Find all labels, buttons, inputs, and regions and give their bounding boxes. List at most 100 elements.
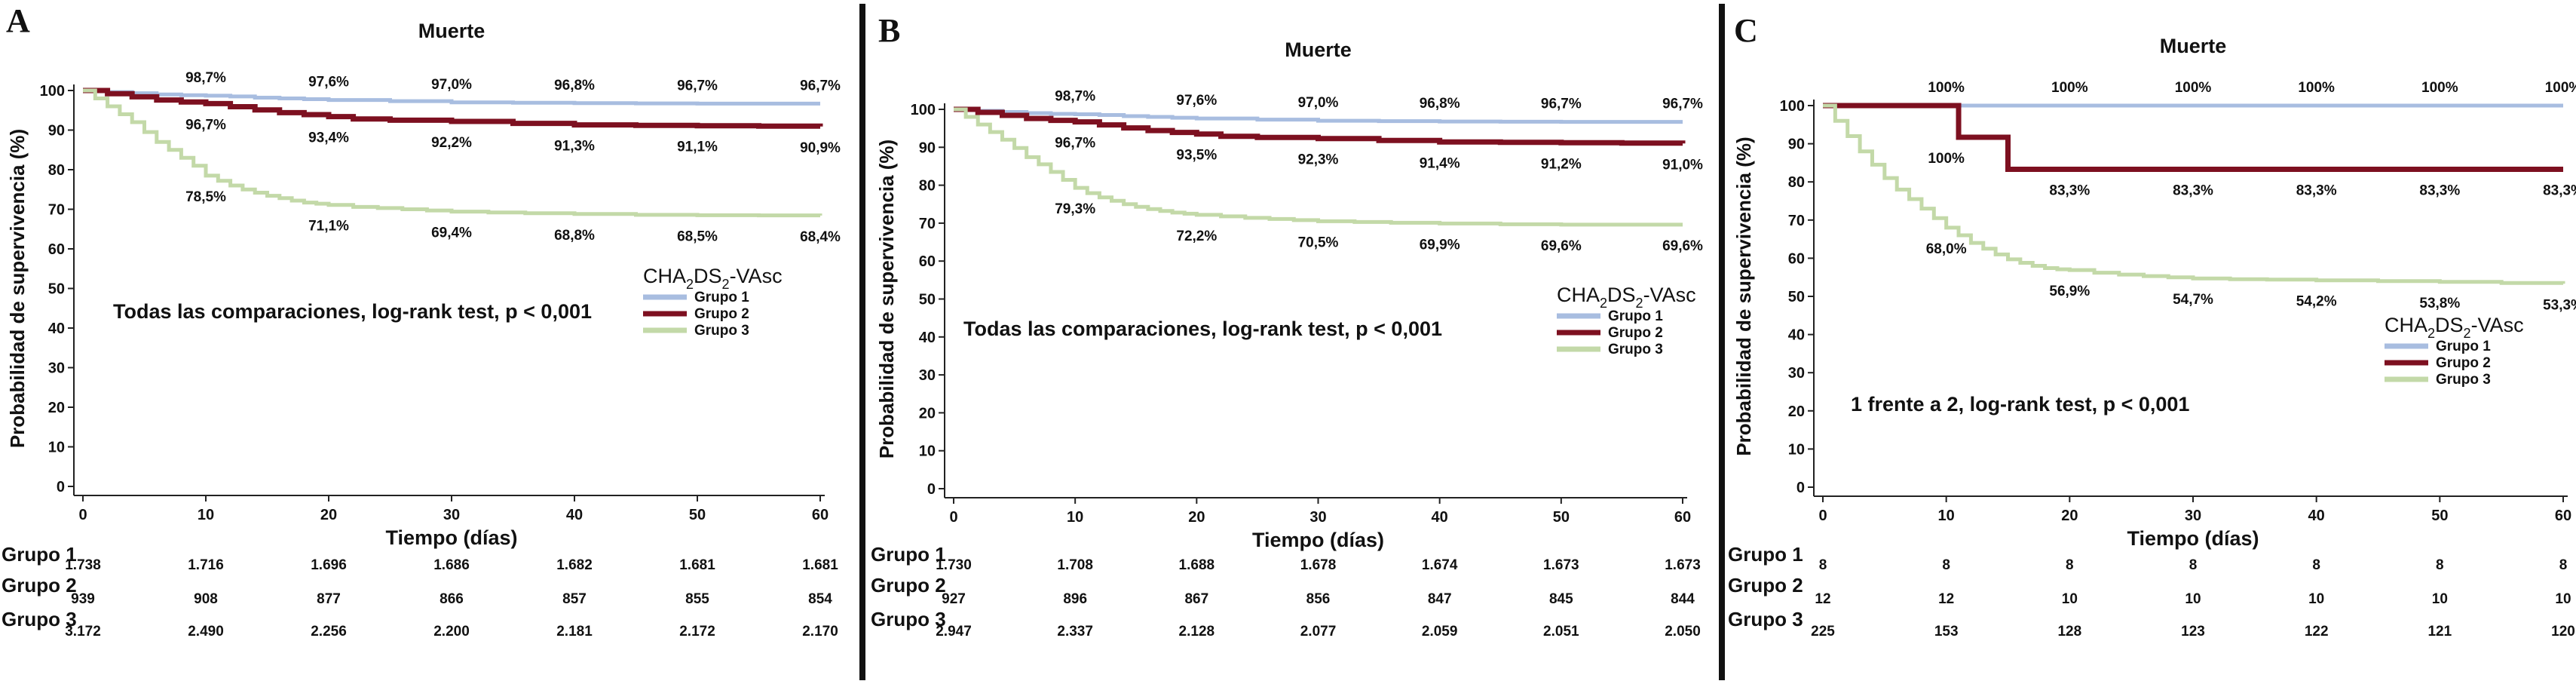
data-label: 83,3% — [2296, 183, 2337, 199]
risk-table-value: 1.682 — [556, 557, 593, 573]
risk-table-value: 12 — [1815, 591, 1830, 607]
y-tick-label: 40 — [919, 330, 936, 346]
series-line-grupo-3 — [83, 88, 822, 218]
risk-table-group-name: Grupo 3 — [1728, 608, 1803, 630]
data-label: 70,5% — [1298, 235, 1339, 250]
y-tick-label: 90 — [48, 123, 65, 140]
data-label: 71,1% — [308, 219, 349, 235]
x-tick-label: 60 — [1674, 509, 1691, 526]
y-tick-label: 0 — [57, 479, 65, 495]
data-label: 83,3% — [2049, 183, 2090, 199]
risk-table: Grupo 11.738 1.716 1.696 1.686 1.682 1.681 1.6… — [2, 543, 838, 640]
risk-table-value: 877 — [317, 591, 341, 607]
series-line-grupo-3 — [1823, 103, 2565, 285]
data-label: 92,2% — [431, 135, 472, 151]
y-tick-label: 80 — [1788, 174, 1805, 191]
risk-table-group-name: Grupo 3 — [2, 608, 77, 630]
x-tick-label: 0 — [1818, 508, 1827, 524]
panel-letter: B — [878, 12, 900, 49]
data-label: 96,8% — [554, 78, 595, 94]
legend-title-part: 2 — [2464, 326, 2471, 341]
legend-title-part: DS — [2435, 314, 2464, 336]
risk-table-value: 10 — [2185, 591, 2201, 607]
y-tick-label: 20 — [48, 400, 65, 416]
series-line-grupo-2 — [83, 87, 823, 129]
risk-table-value: 939 — [71, 591, 95, 607]
risk-table-value: 1.678 — [1300, 557, 1337, 573]
risk-table-value: 2.051 — [1543, 624, 1579, 640]
legend-title-part: -VAsc — [730, 265, 783, 287]
risk-table-value: 122 — [2305, 624, 2329, 640]
data-label: 83,3% — [2543, 183, 2576, 199]
y-tick-label: 100 — [40, 83, 65, 100]
x-tick-label: 50 — [1553, 509, 1570, 526]
y-axis-label: Probabilidad de supervivencia (%) — [875, 140, 898, 459]
legend-entry: Grupo 2 — [1608, 325, 1663, 341]
risk-table-value: 2.256 — [311, 624, 347, 640]
y-axis-label: Probabilidad de supervivencia (%) — [6, 129, 29, 448]
risk-table-value: 927 — [942, 591, 966, 607]
x-axis-label: Tiempo (días) — [385, 526, 517, 549]
risk-table-value: 896 — [1063, 591, 1087, 607]
data-label: 100% — [2298, 80, 2335, 96]
risk-table-value: 120 — [2551, 624, 2575, 640]
legend-title-part: -VAsc — [1643, 284, 1696, 306]
data-label: 56,9% — [2049, 284, 2090, 299]
risk-table-value: 1.681 — [679, 557, 715, 573]
risk-table-value: 12 — [1938, 591, 1954, 607]
risk-table-value: 8 — [2066, 557, 2074, 573]
panel-letter: C — [1734, 12, 1758, 49]
data-label: 79,3% — [1055, 201, 1095, 217]
risk-table-value: 1.688 — [1179, 557, 1215, 573]
y-tick-label: 50 — [48, 281, 65, 298]
risk-table-value: 854 — [808, 591, 832, 607]
risk-table-value: 10 — [2062, 591, 2078, 607]
risk-table-group-name: Grupo 1 — [1728, 543, 1803, 566]
risk-table-value: 1.696 — [311, 557, 347, 573]
risk-table-value: 847 — [1428, 591, 1452, 607]
risk-table-value: 2.077 — [1300, 624, 1337, 640]
x-tick-label: 50 — [2431, 508, 2448, 524]
y-tick-label: 30 — [919, 367, 936, 384]
risk-table-value: 2.128 — [1179, 624, 1215, 640]
risk-table-value: 844 — [1671, 591, 1695, 607]
data-label: 91,4% — [1420, 155, 1460, 171]
x-tick-label: 40 — [566, 507, 583, 523]
series-line-grupo-1 — [83, 88, 820, 106]
y-tick-label: 50 — [1788, 289, 1805, 305]
y-tick-label: 90 — [1788, 136, 1805, 153]
data-label: 69,9% — [1420, 237, 1460, 253]
annotation: 1 frente a 2, log-rank test, p < 0,001 — [1851, 393, 2189, 416]
data-label: 72,2% — [1176, 229, 1217, 244]
data-label: 97,0% — [1298, 95, 1339, 111]
data-label: 97,6% — [308, 75, 349, 90]
data-label: 83,3% — [2419, 183, 2460, 199]
risk-table-value: 857 — [562, 591, 587, 607]
data-label: 68,5% — [677, 229, 718, 244]
data-label: 68,0% — [1926, 241, 1967, 257]
risk-table-value: 1.716 — [188, 557, 224, 573]
x-tick-label: 50 — [689, 507, 706, 523]
panel-a: A Muerte 0 10 20 30 40 50 60 70 80 90 100 0 10 20 30 40 50… — [2, 2, 841, 640]
y-tick-label: 70 — [1788, 213, 1805, 229]
legend-title-part: DS — [1607, 284, 1636, 306]
y-tick-label: 30 — [1788, 365, 1805, 382]
data-label: 100% — [1928, 151, 1965, 167]
risk-table-value: 1.681 — [802, 557, 838, 573]
risk-table-group-name: Grupo 2 — [2, 574, 77, 597]
risk-table-value: 1.673 — [1543, 557, 1579, 573]
x-tick-label: 30 — [2185, 508, 2201, 524]
data-label: 98,7% — [185, 70, 226, 86]
x-tick-label: 10 — [198, 507, 214, 523]
data-label: 78,5% — [185, 189, 226, 205]
data-label: 69,6% — [1662, 238, 1703, 254]
risk-table-value: 1.673 — [1665, 557, 1701, 573]
data-label: 68,4% — [800, 229, 841, 245]
data-label: 69,4% — [431, 225, 472, 241]
chart-title: Muerte — [1285, 38, 1352, 61]
x-tick-label: 0 — [949, 509, 957, 526]
risk-table-value: 2.490 — [188, 624, 224, 640]
data-label: 91,3% — [554, 139, 595, 155]
